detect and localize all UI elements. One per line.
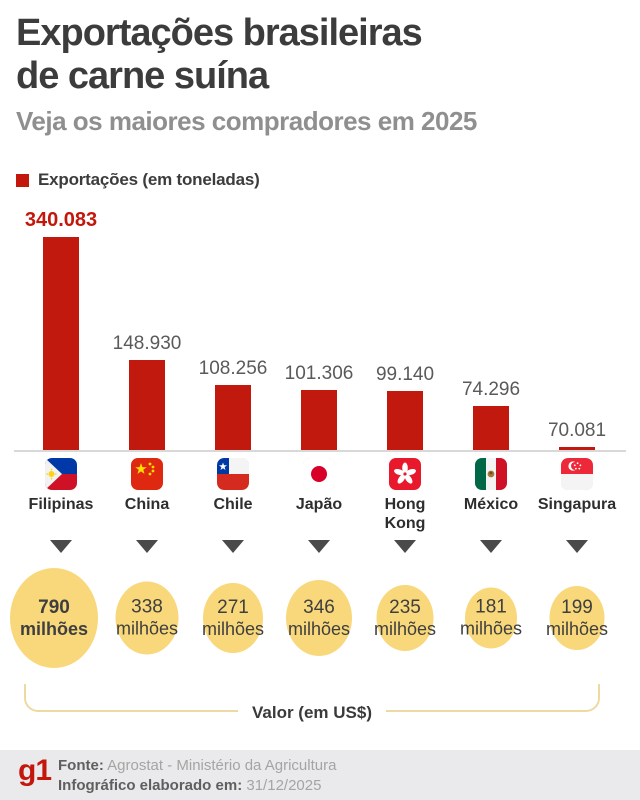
bar-hong-kong: [387, 391, 423, 451]
bar-column: 108.256: [190, 200, 276, 451]
bar-singapura: [559, 447, 595, 451]
date-line: Infográfico elaborado em: 31/12/2025: [58, 776, 336, 796]
title-line-2: de carne suína: [16, 55, 269, 97]
legend-label: Exportações (em toneladas): [38, 170, 260, 189]
value-amount: 181: [475, 596, 507, 618]
value-unit: milhões: [287, 618, 351, 639]
legend-swatch-icon: [16, 173, 29, 187]
bar-value-label: 99.140: [375, 364, 435, 385]
value-circle: 346 milhões: [286, 580, 352, 656]
bar-filipinas: [43, 237, 79, 451]
singapore-flag-icon: [561, 458, 593, 490]
value-circle: 790 milhões: [10, 568, 98, 668]
bar-column: 99.140: [362, 200, 448, 451]
bar-column: 101.306: [276, 200, 362, 451]
value-bracket-label: Valor (em US$): [238, 703, 386, 723]
value-amount: 338: [131, 596, 163, 618]
down-arrow-icon: [394, 540, 416, 553]
philippines-flag-icon: [45, 458, 77, 490]
value-circle: 271 milhões: [201, 583, 265, 653]
title-line-1: Exportações brasileiras: [16, 12, 423, 54]
country-label: Singapura: [537, 496, 617, 513]
country-label: Japão: [295, 496, 343, 513]
value-bracket: Valor (em US$): [24, 684, 600, 723]
source-label: Fonte:: [58, 757, 104, 774]
value-circle: 199 milhões: [546, 586, 608, 650]
bar-column: 340.083: [18, 200, 104, 451]
value-circle: 181 milhões: [460, 587, 522, 649]
country-label: Filipinas: [28, 496, 94, 513]
country-label: México: [463, 496, 519, 513]
source-line: Fonte: Agrostat - Ministério da Agricult…: [58, 756, 336, 776]
value-unit: milhões: [19, 618, 89, 639]
value-amount: 790: [38, 596, 70, 618]
down-arrow-icon: [222, 540, 244, 553]
down-arrow-icon: [480, 540, 502, 553]
date-label: Infográfico elaborado em:: [58, 777, 243, 794]
value-amount: 199: [561, 596, 593, 618]
bar-value-label: 101.306: [284, 363, 354, 384]
country-label: Hong Kong: [384, 496, 426, 532]
value-unit: milhões: [545, 618, 609, 639]
credits: Fonte: Agrostat - Ministério da Agricult…: [58, 756, 336, 796]
subtitle: Veja os maiores compradores em 2025: [16, 106, 477, 136]
japan-flag-icon: [303, 458, 335, 490]
value-amount: 235: [389, 596, 421, 618]
bar-column: 148.930: [104, 200, 190, 451]
mexico-flag-icon: [475, 458, 507, 490]
down-arrow-icon: [50, 540, 72, 553]
value-unit: milhões: [201, 618, 265, 639]
value-unit: milhões: [373, 618, 437, 639]
china-flag-icon: [131, 458, 163, 490]
bar-value-label: 340.083: [24, 209, 98, 231]
bar-value-label: 70.081: [547, 420, 607, 441]
source-value: Agrostat - Ministério da Agricultura: [107, 757, 337, 774]
bar-column: 70.081: [534, 200, 620, 451]
chart-legend: Exportações (em toneladas): [16, 170, 260, 190]
down-arrow-icon: [136, 540, 158, 553]
bar-column: 74.296: [448, 200, 534, 451]
page-title: Exportações brasileiras de carne suína: [16, 12, 423, 98]
value-unit: milhões: [115, 618, 179, 639]
down-arrow-icon: [308, 540, 330, 553]
value-amount: 346: [303, 596, 335, 618]
bar-mexico: [473, 406, 509, 451]
date-value: 31/12/2025: [246, 777, 322, 794]
bar-chile: [215, 385, 251, 451]
g1-logo: g1: [18, 754, 52, 787]
bar-japao: [301, 390, 337, 451]
down-arrow-icon: [566, 540, 588, 553]
bar-value-label: 74.296: [461, 379, 521, 400]
value-amount: 271: [217, 596, 249, 618]
hong-kong-flag-icon: [389, 458, 421, 490]
footer: g1 Fonte: Agrostat - Ministério da Agric…: [0, 750, 640, 800]
value-unit: milhões: [459, 618, 523, 639]
country-label: Chile: [213, 496, 253, 513]
chile-flag-icon: [217, 458, 249, 490]
bar-value-label: 108.256: [198, 358, 268, 379]
country-label: China: [124, 496, 170, 513]
bar-china: [129, 360, 165, 451]
value-circle: 235 milhões: [373, 585, 437, 651]
x-axis-line: [14, 450, 626, 452]
value-circle: 338 milhões: [115, 581, 179, 655]
bar-value-label: 148.930: [112, 333, 182, 354]
